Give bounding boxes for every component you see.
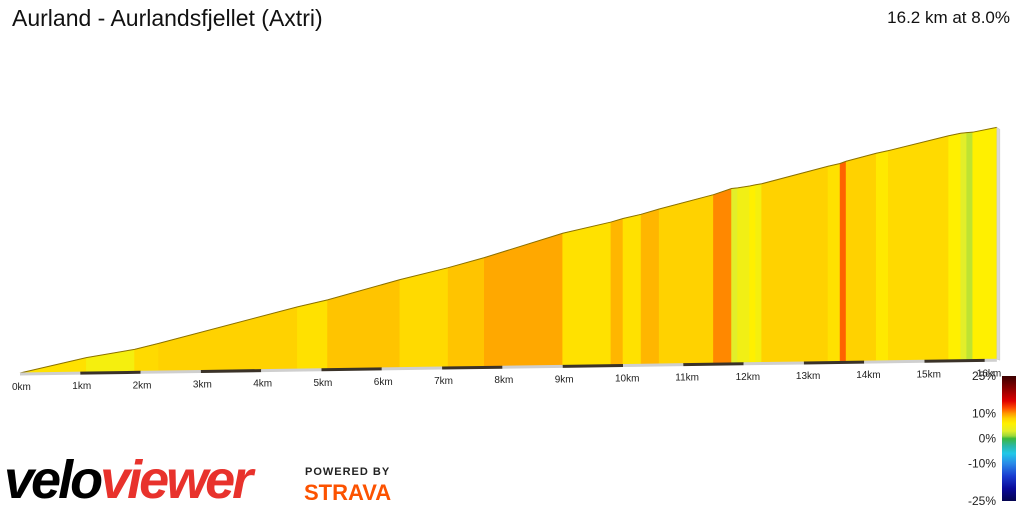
strava-logo[interactable]: STRAVA [304, 480, 392, 505]
profile-baseline [19, 358, 997, 376]
x-tick-label: 0km [12, 382, 31, 393]
profile-ridge-line [19, 126, 997, 374]
baseline-km-band-13 [803, 360, 865, 365]
profile-segment-28 [972, 126, 998, 360]
profile-segment-11 [622, 213, 642, 365]
profile-segment-1 [86, 349, 135, 373]
x-tick-label: 1km [72, 381, 91, 392]
profile-segment-2 [134, 343, 159, 372]
profile-segment-24 [888, 135, 949, 362]
x-tick-label: 7km [434, 376, 453, 387]
logo-part-velo: velo [4, 450, 103, 510]
x-tick-label: 12km [736, 372, 760, 383]
profile-segment-4 [297, 299, 328, 370]
powered-by-label: POWERED BY [305, 466, 391, 478]
x-axis: 0km 1km 2km 3km 4km 5km 6km 7km 8km 9km 10km 11km 12… [12, 368, 1001, 393]
profile-segment-18 [755, 183, 762, 363]
baseline-km-band-14 [864, 359, 925, 364]
profile-segment-6 [399, 267, 449, 368]
profile-segment-15 [731, 187, 738, 364]
profile-segment-7 [447, 257, 485, 368]
profile-segment-21 [839, 160, 847, 362]
baseline-km-band-3 [200, 369, 262, 373]
profile-segment-20 [827, 163, 841, 362]
profile-segment-9 [562, 221, 612, 366]
veloviewer-logo[interactable]: veloviewer [4, 450, 253, 510]
x-tick-label: 5km [314, 378, 333, 389]
profile-segment-3 [158, 306, 298, 372]
x-tick-label: 9km [555, 374, 574, 385]
x-tick-label: 6km [374, 377, 393, 388]
profile-segment-12 [640, 208, 660, 365]
baseline-km-band-15 [924, 358, 985, 363]
logo-part-viewer: viewer [100, 450, 253, 510]
profile-segment-13 [658, 194, 714, 365]
profile-area [19, 126, 1001, 374]
profile-segment-8 [484, 232, 564, 367]
profile-segment-19 [761, 165, 829, 363]
profile-segment-25 [948, 132, 961, 361]
gradient-legend: 25% 10% 0% -10% -25% [968, 369, 1016, 508]
baseline-km-band-10 [622, 363, 684, 367]
x-tick-label: 4km [253, 379, 272, 390]
legend-color-bar [1002, 376, 1016, 501]
baseline-km-band-5 [321, 367, 382, 372]
x-tick-label: 14km [856, 370, 880, 381]
climb-summary: 16.2 km at 8.0% [887, 8, 1010, 27]
baseline-km-band-7 [442, 365, 503, 370]
x-tick-label: 16km [977, 368, 1001, 379]
profile-segment-10 [610, 218, 624, 365]
x-tick-label: 3km [193, 379, 212, 390]
baseline-km-band-12 [743, 361, 804, 366]
profile-segment-5 [327, 279, 401, 369]
legend-label: 0% [979, 432, 997, 446]
x-tick-label: 10km [615, 374, 639, 385]
baseline-km-band-11 [683, 362, 744, 367]
profile-end-cap [996, 126, 1001, 361]
x-tick-label: 15km [917, 369, 941, 380]
chart-title: Aurland - Aurlandsfjellet (Axtri) [12, 5, 323, 31]
profile-segment-14 [713, 188, 732, 364]
baseline-km-band-9 [562, 364, 624, 368]
profile-segment-17 [749, 184, 756, 364]
x-tick-label: 11km [675, 373, 699, 384]
legend-label: 25% [972, 369, 996, 383]
profile-segment-27 [966, 131, 974, 360]
baseline-km-band-0 [19, 371, 81, 376]
profile-segment-22 [845, 152, 877, 362]
baseline-km-band-6 [381, 366, 443, 371]
x-tick-label: 13km [796, 371, 820, 382]
profile-segment-26 [960, 132, 968, 361]
legend-label: -25% [968, 494, 996, 508]
x-tick-label: 2km [133, 380, 152, 391]
x-tick-label: 8km [494, 375, 513, 386]
profile-segment-16 [737, 185, 750, 364]
profile-segment-23 [875, 150, 889, 362]
legend-label: -10% [968, 457, 996, 471]
baseline-km-band-4 [261, 368, 322, 373]
legend-label: 10% [972, 407, 996, 421]
baseline-km-band-2 [140, 369, 201, 374]
baseline-km-band-8 [502, 364, 563, 369]
baseline-km-band-1 [80, 370, 141, 375]
